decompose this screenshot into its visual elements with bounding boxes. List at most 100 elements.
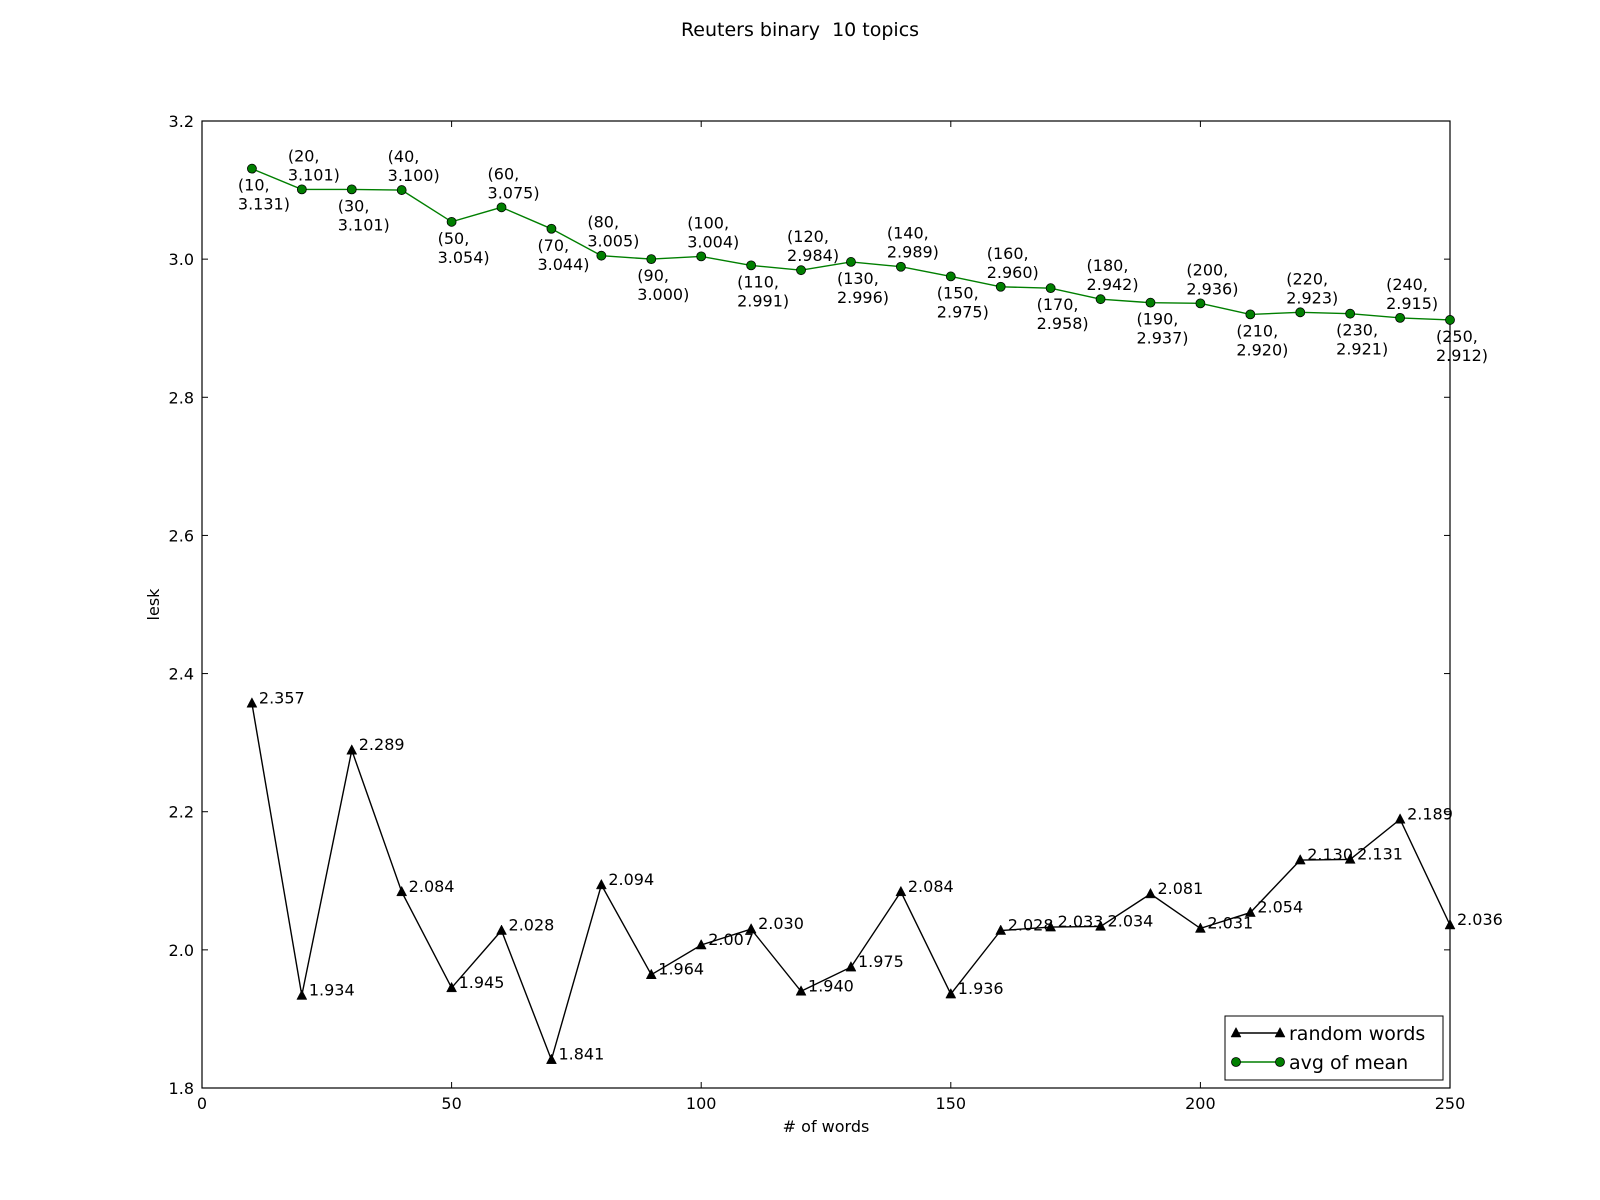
data-label: (70, 3.044) <box>537 236 589 274</box>
x-tick-label: 100 <box>686 1094 717 1113</box>
data-point <box>995 281 1006 292</box>
data-point <box>596 250 607 261</box>
data-point <box>1345 308 1356 319</box>
data-label: 2.084 <box>908 877 954 896</box>
y-tick-label: 2.8 <box>169 388 194 407</box>
data-label: 2.054 <box>1257 898 1303 917</box>
y-tick-label: 3.0 <box>169 250 194 269</box>
data-point <box>746 260 757 271</box>
data-label: (90, 3.000) <box>637 266 689 304</box>
data-point <box>446 981 458 993</box>
data-point <box>1445 315 1455 325</box>
x-tick-label: 150 <box>936 1094 967 1113</box>
data-point <box>446 216 457 227</box>
data-point <box>246 697 258 708</box>
data-point <box>1045 921 1057 932</box>
data-label: 2.036 <box>1457 910 1503 929</box>
x-tick-label: 250 <box>1435 1094 1466 1113</box>
data-point <box>496 924 507 935</box>
data-label: 1.964 <box>658 960 704 979</box>
data-point <box>1444 918 1456 930</box>
data-label: 2.007 <box>708 930 754 949</box>
x-tick-label: 50 <box>441 1094 461 1113</box>
data-point <box>1294 854 1306 865</box>
chart-title: Reuters binary 10 topics <box>680 19 920 41</box>
data-point <box>995 924 1007 935</box>
data-point <box>1245 309 1256 320</box>
data-point <box>845 961 857 972</box>
data-label: (240, 2.915) <box>1386 275 1438 313</box>
data-point <box>1395 312 1405 323</box>
y-axis-label: lesk <box>144 588 163 621</box>
data-label: 2.034 <box>1108 911 1154 930</box>
y-tick-label: 2.4 <box>169 665 194 684</box>
data-label: 2.094 <box>608 870 654 889</box>
data-point <box>1244 906 1256 917</box>
data-label: 2.357 <box>259 688 305 707</box>
data-label: (140, 2.989) <box>887 224 939 262</box>
data-label: (190, 2.937) <box>1136 310 1188 348</box>
legend-marker <box>1275 1057 1285 1067</box>
x-axis-label: # of words <box>783 1117 870 1136</box>
data-point <box>745 923 757 934</box>
data-label: (130, 2.996) <box>837 269 889 307</box>
data-point <box>895 261 906 272</box>
data-point <box>1045 283 1056 294</box>
legend-label: avg of mean <box>1289 1052 1408 1074</box>
data-label: (150, 2.975) <box>937 283 989 321</box>
data-label: 1.936 <box>958 979 1004 998</box>
data-label: (220, 2.923) <box>1286 269 1338 307</box>
data-point <box>1095 920 1106 931</box>
data-point <box>1295 307 1306 318</box>
data-point <box>247 163 257 174</box>
data-label: 2.130 <box>1307 845 1353 864</box>
data-label: (210, 2.920) <box>1236 321 1288 359</box>
x-tick-label: 200 <box>1185 1094 1216 1113</box>
legend-marker <box>1231 1057 1241 1067</box>
data-label: (250, 2.912) <box>1436 327 1488 365</box>
data-label: (80, 3.005) <box>587 213 639 251</box>
data-point <box>1095 294 1106 305</box>
data-label: (170, 2.958) <box>1037 295 1089 333</box>
data-point <box>795 985 807 996</box>
data-label: (180, 2.942) <box>1087 256 1139 294</box>
data-label: 2.031 <box>1207 913 1253 932</box>
y-tick-label: 2.2 <box>169 803 194 822</box>
data-point <box>496 202 507 213</box>
data-point <box>396 885 408 897</box>
data-label: 1.934 <box>309 980 355 999</box>
data-point <box>546 1053 557 1064</box>
legend-marker <box>1230 1026 1242 1038</box>
data-point <box>646 254 657 265</box>
data-point <box>695 938 707 950</box>
legend-marker <box>1274 1026 1286 1038</box>
data-point <box>595 878 607 890</box>
data-label: 2.028 <box>509 916 555 935</box>
data-point <box>1195 298 1206 309</box>
data-label: (40, 3.100) <box>388 147 440 185</box>
data-point <box>396 185 407 195</box>
data-label: 2.289 <box>359 735 405 754</box>
data-label: 1.975 <box>858 952 904 971</box>
data-label: 2.131 <box>1357 844 1403 863</box>
y-tick-label: 2.6 <box>169 526 194 545</box>
data-point <box>895 885 907 897</box>
data-label: (10, 3.131) <box>238 176 290 214</box>
data-label: 2.084 <box>409 877 455 896</box>
data-label: (100, 3.004) <box>687 213 739 251</box>
data-label: (230, 2.921) <box>1336 321 1388 359</box>
data-label: (50, 3.054) <box>438 229 490 267</box>
data-point <box>1194 922 1206 933</box>
data-label: 1.945 <box>459 973 505 992</box>
data-label: 1.841 <box>558 1045 604 1064</box>
data-point <box>1344 853 1356 864</box>
data-point <box>1145 887 1156 899</box>
data-point <box>1394 813 1406 824</box>
y-tick-label: 3.2 <box>169 112 194 131</box>
data-point <box>546 223 557 234</box>
data-label: 2.028 <box>1008 916 1054 935</box>
legend-label: random words <box>1289 1023 1425 1045</box>
data-label: 2.030 <box>758 914 804 933</box>
